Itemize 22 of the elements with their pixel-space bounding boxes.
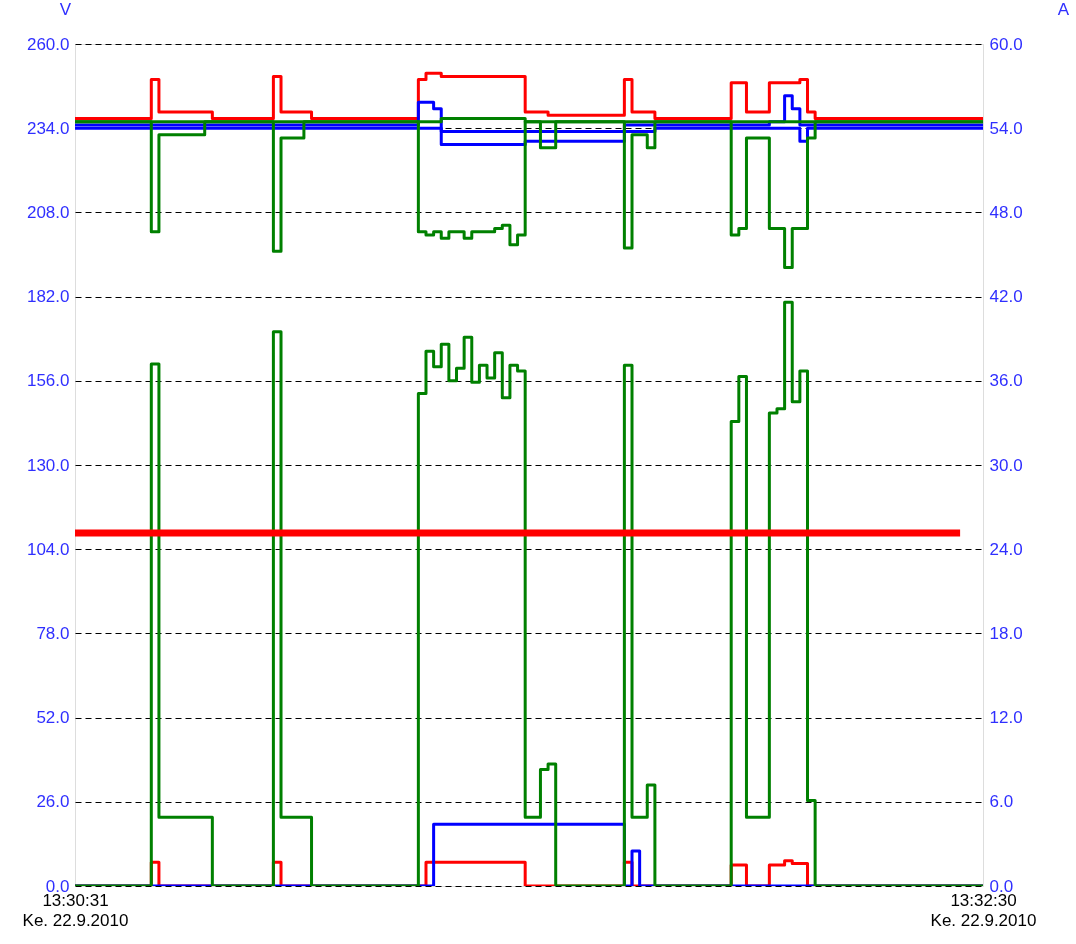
y2-tick-label: 48.0 (989, 202, 1023, 222)
y2-tick-label: 18.0 (989, 623, 1023, 643)
y2-tick-label: 54.0 (989, 118, 1023, 138)
y-tick-label: 104.0 (26, 539, 70, 559)
y-axis-title: V (59, 0, 72, 19)
y-tick-label: 234.0 (26, 118, 70, 138)
y2-axis-title: A (1057, 0, 1070, 19)
y-tick-label: 130.0 (26, 455, 70, 475)
y2-tick-label: 24.0 (989, 539, 1023, 559)
y-tick-label: 78.0 (36, 623, 70, 643)
y2-tick-label: 30.0 (989, 455, 1023, 475)
y-tick-label: 156.0 (26, 371, 70, 391)
y-tick-label: 260.0 (26, 34, 70, 54)
y2-tick-label: 60.0 (989, 34, 1023, 54)
y-tick-label: 208.0 (26, 202, 70, 222)
y2-tick-label: 12.0 (989, 708, 1023, 728)
y-tick-label: 26.0 (36, 792, 70, 812)
y2-tick-label: 36.0 (989, 371, 1023, 391)
y2-tick-label: 42.0 (989, 287, 1023, 307)
y2-tick-label: 6.0 (989, 792, 1014, 812)
y-tick-label: 182.0 (26, 287, 70, 307)
y-tick-label: 52.0 (36, 708, 70, 728)
